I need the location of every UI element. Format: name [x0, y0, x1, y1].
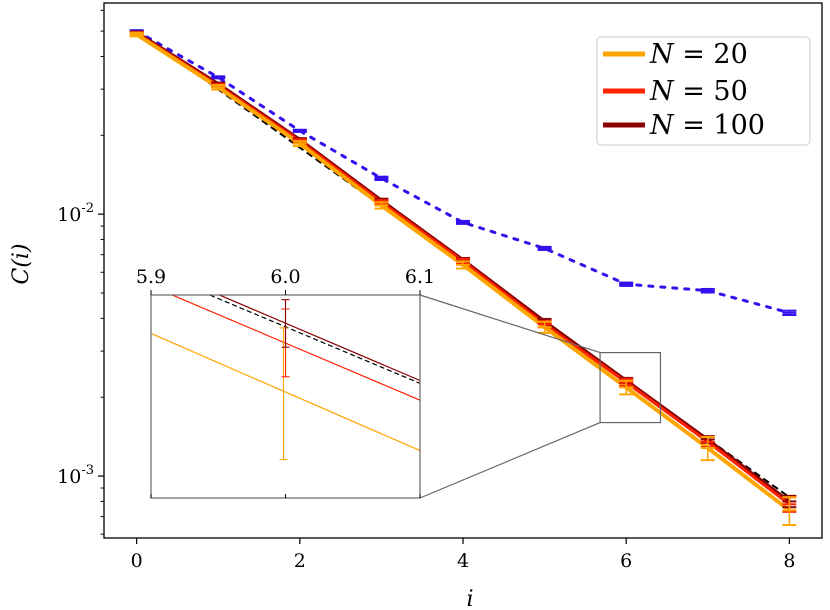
zoom-connector: [419, 422, 601, 499]
svg-text:N = 100: N = 100: [649, 110, 765, 141]
svg-text:C(i): C(i): [9, 243, 34, 284]
legend-label-var: N: [649, 110, 675, 141]
legend-frame: [596, 36, 811, 146]
legend-label: = 100: [674, 110, 765, 141]
y-tick-label: 10-2: [57, 201, 94, 226]
legend-label: = 50: [674, 76, 748, 107]
zoom-indicator: [419, 294, 662, 499]
inset-series-line: [151, 332, 420, 452]
x-tick-label: 6: [620, 550, 632, 572]
legend: N = 20 N = 50 N = 100: [596, 36, 811, 146]
legend-label-var: N: [649, 76, 675, 107]
x-tick-label: 0: [131, 550, 143, 572]
y-tick-label: 10-3: [57, 463, 94, 488]
x-tick-label: 2: [294, 550, 306, 572]
x-tick-label: 8: [783, 550, 795, 572]
svg-text:N = 20: N = 20: [649, 39, 748, 70]
zoom-box: [599, 352, 662, 424]
inset-x-tick-label: 5.9: [136, 266, 166, 288]
legend-label: = 20: [674, 39, 748, 70]
inset-x-tick-label: 6.0: [270, 266, 300, 288]
y-axis-title: C(i): [9, 243, 34, 284]
zoom-connector: [419, 294, 601, 354]
x-tick-label: 4: [457, 550, 469, 572]
inset-x-tick-label: 6.1: [405, 266, 435, 288]
svg-text:N = 50: N = 50: [649, 76, 748, 107]
x-axis-title: i: [466, 587, 473, 610]
legend-label-var: N: [649, 39, 675, 70]
